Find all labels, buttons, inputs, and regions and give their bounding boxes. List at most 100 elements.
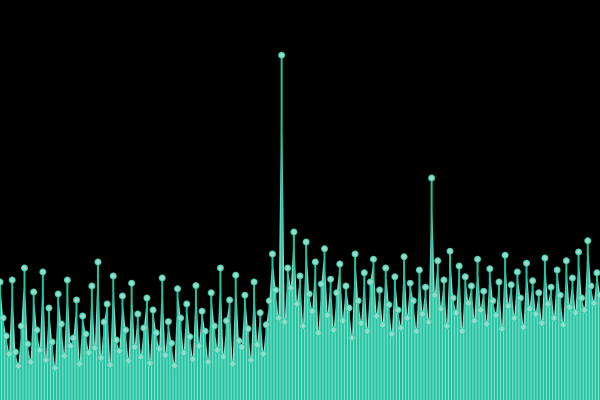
stem-marker bbox=[118, 292, 126, 300]
stem-marker bbox=[351, 250, 359, 258]
stem-marker bbox=[590, 299, 598, 307]
stem-marker bbox=[360, 269, 368, 277]
stem-marker bbox=[596, 291, 600, 299]
stem-marker bbox=[275, 314, 283, 322]
stem-marker bbox=[317, 280, 325, 288]
stem-marker bbox=[305, 290, 313, 298]
stem-marker bbox=[293, 300, 301, 308]
stem-marker bbox=[391, 273, 399, 281]
stem-marker bbox=[593, 269, 600, 277]
stem-marker bbox=[216, 264, 224, 272]
stem-marker bbox=[109, 272, 117, 280]
stem-marker bbox=[550, 314, 558, 322]
stem-marker bbox=[152, 329, 160, 337]
stem-marker bbox=[314, 329, 322, 337]
stem-marker bbox=[464, 299, 472, 307]
stem-marker bbox=[431, 291, 439, 299]
stem-marker bbox=[287, 284, 295, 292]
stem-marker bbox=[69, 334, 77, 342]
stem-marker bbox=[510, 314, 518, 322]
stem-marker bbox=[532, 310, 540, 318]
stem-marker bbox=[278, 51, 286, 59]
stem-marker bbox=[219, 353, 227, 361]
stem-marker bbox=[76, 360, 84, 368]
stem-marker bbox=[85, 349, 93, 357]
stem-marker bbox=[112, 336, 120, 344]
stem-marker bbox=[406, 279, 414, 287]
stem-marker bbox=[262, 321, 270, 329]
stem-marker bbox=[207, 289, 215, 297]
stem-marker bbox=[409, 297, 417, 305]
stem-marker bbox=[422, 283, 430, 291]
stem-marker bbox=[210, 322, 218, 330]
stem-marker bbox=[42, 356, 50, 364]
stem-marker bbox=[36, 346, 44, 354]
stem-marker bbox=[247, 356, 255, 364]
stem-marker bbox=[486, 265, 494, 273]
stem-marker bbox=[30, 288, 38, 296]
stem-marker bbox=[198, 307, 206, 315]
stem-marker bbox=[562, 257, 570, 265]
stem-marker bbox=[235, 337, 243, 345]
stem-marker bbox=[170, 362, 178, 370]
stem-marker bbox=[575, 248, 583, 256]
stem-marker bbox=[253, 341, 261, 349]
stem-marker bbox=[535, 289, 543, 297]
stem-marker bbox=[495, 278, 503, 286]
stem-marker bbox=[348, 334, 356, 342]
stem-marker bbox=[544, 300, 552, 308]
stem-marker bbox=[241, 291, 249, 299]
stem-marker bbox=[388, 330, 396, 338]
stem-marker bbox=[474, 255, 482, 263]
stem-marker bbox=[158, 274, 166, 282]
stem-marker bbox=[565, 303, 573, 311]
stem-marker bbox=[415, 266, 423, 274]
stem-marker bbox=[385, 301, 393, 309]
stem-marker bbox=[587, 282, 595, 290]
stem-marker bbox=[192, 282, 200, 290]
stem-marker bbox=[17, 322, 25, 330]
stem-marker bbox=[149, 306, 157, 314]
stem-marker bbox=[45, 304, 53, 312]
stem-marker bbox=[183, 300, 191, 308]
stem-marker bbox=[48, 338, 56, 346]
stem-marker bbox=[11, 348, 19, 356]
stem-marker bbox=[345, 304, 353, 312]
stem-marker bbox=[382, 264, 390, 272]
stem-marker bbox=[311, 258, 319, 266]
stem-marker bbox=[477, 306, 485, 314]
stem-markers-group bbox=[0, 51, 600, 372]
stem-marker bbox=[357, 319, 365, 327]
stem-marker bbox=[272, 286, 280, 294]
stem-marker bbox=[379, 321, 387, 329]
stem-marker bbox=[0, 314, 7, 322]
stem-marker bbox=[66, 342, 74, 350]
stem-marker bbox=[470, 317, 478, 325]
stem-marker bbox=[330, 326, 338, 334]
stem-marker bbox=[556, 291, 564, 299]
stem-marker bbox=[164, 318, 172, 326]
stem-marker bbox=[100, 318, 108, 326]
stem-marker bbox=[449, 294, 457, 302]
stem-marker bbox=[268, 250, 276, 258]
stem-marker bbox=[394, 306, 402, 314]
stem-marker bbox=[238, 343, 246, 351]
stem-marker bbox=[54, 290, 62, 298]
stem-marker bbox=[519, 323, 527, 331]
stem-marker bbox=[498, 325, 506, 333]
stem-marker bbox=[553, 266, 561, 274]
stem-marker bbox=[73, 296, 81, 304]
stem-marker bbox=[27, 358, 35, 366]
stem-marker bbox=[259, 350, 267, 358]
stem-marker bbox=[281, 318, 289, 326]
stem-marker bbox=[186, 333, 194, 341]
stem-marker bbox=[57, 320, 65, 328]
stem-marker bbox=[161, 351, 169, 359]
stem-marker bbox=[140, 324, 148, 332]
stem-marker bbox=[137, 353, 145, 361]
stem-marker bbox=[244, 325, 252, 333]
stem-marker bbox=[79, 312, 87, 320]
stem-marker bbox=[584, 237, 592, 245]
stem-marker bbox=[232, 271, 240, 279]
